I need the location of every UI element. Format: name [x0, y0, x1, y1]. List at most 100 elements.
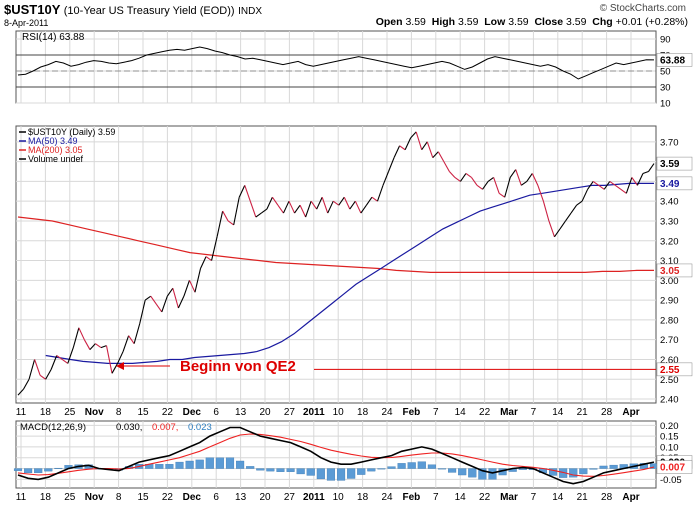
price-segment	[111, 363, 119, 374]
x-tick-label: Apr	[622, 492, 639, 503]
price-segment	[72, 327, 80, 348]
ma200-last-value-box	[656, 263, 693, 278]
price-segment	[128, 335, 135, 344]
x-tick-label: 7	[531, 492, 537, 503]
rsi-last-value-box	[656, 53, 693, 67]
price-segment	[216, 210, 224, 237]
qe2-arrow-head	[116, 362, 124, 370]
price-segment	[614, 184, 622, 190]
y-tick-label: 3.30	[660, 216, 679, 227]
ohlc-readout: Open 3.59 High 3.59 Low 3.59 Close 3.59 …	[376, 16, 688, 28]
price-segment	[526, 173, 533, 182]
price-segment	[78, 327, 85, 340]
x-tick-label: 7	[531, 407, 537, 418]
macd-histogram-bar	[367, 468, 376, 472]
x-tick-label: 10	[333, 407, 345, 418]
qe2-annotation: Beginn von QE2	[180, 358, 296, 375]
signal-last-value-box	[656, 460, 693, 474]
macd-histogram-bar	[357, 468, 366, 475]
price-segment	[388, 157, 395, 172]
price-segment	[537, 185, 544, 202]
price-segment	[117, 351, 124, 364]
x-tick-label: Feb	[403, 407, 421, 418]
x-tick-label: 11	[16, 407, 27, 418]
x-tick-label: 20	[259, 407, 271, 418]
x-tick-label: 14	[455, 492, 467, 503]
price-segment	[421, 141, 428, 151]
close-value: 3.59	[565, 16, 587, 28]
price-segment	[603, 181, 611, 190]
x-tick-label: 2011	[303, 407, 325, 418]
price-panel	[15, 125, 657, 404]
x-tick-label: Feb	[403, 492, 421, 503]
price-legend-item: $UST10Y (Daily) 3.59	[28, 127, 115, 137]
macd-histogram-bar	[569, 468, 578, 478]
price-segment	[150, 295, 157, 305]
price-segment	[476, 184, 483, 190]
price-segment	[504, 177, 511, 198]
macd-histogram-bar	[225, 457, 235, 469]
price-segment	[249, 201, 257, 218]
chg-value: +0.01 (+0.28%)	[615, 16, 688, 28]
x-tick-label: 6	[213, 407, 219, 418]
macd-histogram-bar	[468, 468, 477, 478]
price-segment	[498, 192, 505, 198]
close-label: Close	[534, 16, 564, 28]
price-segment	[23, 378, 30, 390]
macd-histogram-bar	[34, 468, 43, 474]
macd-legend-signal: 0.007,	[152, 422, 178, 433]
price-segment	[620, 188, 627, 194]
x-tick-label: 22	[479, 407, 491, 418]
price-segment	[581, 189, 589, 202]
high-value: 3.59	[457, 16, 479, 28]
macd-histogram-bar	[336, 468, 346, 481]
price-segment	[194, 268, 202, 293]
price-segment	[548, 220, 555, 237]
x-tick-label: 13	[235, 492, 247, 503]
price-segment	[443, 161, 450, 172]
macd-histogram-bar	[407, 462, 416, 469]
price-segment	[282, 200, 290, 214]
price-segment	[327, 200, 334, 214]
price-segment	[404, 137, 412, 150]
y-tick-label: 30	[660, 83, 671, 94]
x-tick-label: 15	[137, 492, 149, 503]
price-segment	[636, 173, 644, 186]
x-tick-label: Nov	[85, 492, 104, 503]
price-segment	[222, 210, 229, 222]
price-segment	[83, 339, 91, 350]
ma200-line	[17, 216, 654, 273]
chart-title: $UST10Y (10-Year US Treasury Yield (EOD)…	[4, 2, 262, 17]
price-segment	[487, 176, 494, 182]
macd-histogram-bar	[347, 468, 356, 479]
macd-histogram-bar	[478, 468, 487, 480]
rsi-last-value: 63.88	[660, 55, 685, 66]
x-tick-label: Apr	[622, 407, 639, 418]
x-tick-label: 25	[64, 492, 76, 503]
macd-panel	[15, 420, 657, 489]
price-segment	[493, 177, 500, 194]
x-tick-label: Mar	[500, 492, 518, 503]
price-segment	[139, 299, 146, 324]
macd-legend-value: 0.030,	[116, 422, 142, 433]
price-segment	[465, 173, 472, 178]
y-tick-label: 3.40	[660, 197, 679, 208]
x-tick-label: 20	[259, 492, 271, 503]
macd-histogram-bar	[185, 460, 194, 469]
price-segment	[426, 141, 434, 158]
x-tick-label: 18	[357, 407, 369, 418]
price-segment	[188, 280, 196, 293]
x-tick-label: 28	[601, 407, 613, 418]
macd-histogram-bar	[397, 463, 406, 469]
macd-histogram-bar	[175, 461, 184, 469]
price-segment	[437, 151, 445, 162]
ma50-last-value: 3.49	[660, 179, 680, 190]
price-segment	[105, 345, 113, 374]
price-segment	[299, 204, 307, 218]
brand-watermark: © StockCharts.com	[599, 3, 686, 14]
price-segment	[294, 204, 301, 214]
price-segment	[648, 163, 655, 172]
price-segment	[554, 228, 561, 238]
macd-histogram-bar	[215, 457, 224, 469]
price-segment	[211, 236, 218, 261]
